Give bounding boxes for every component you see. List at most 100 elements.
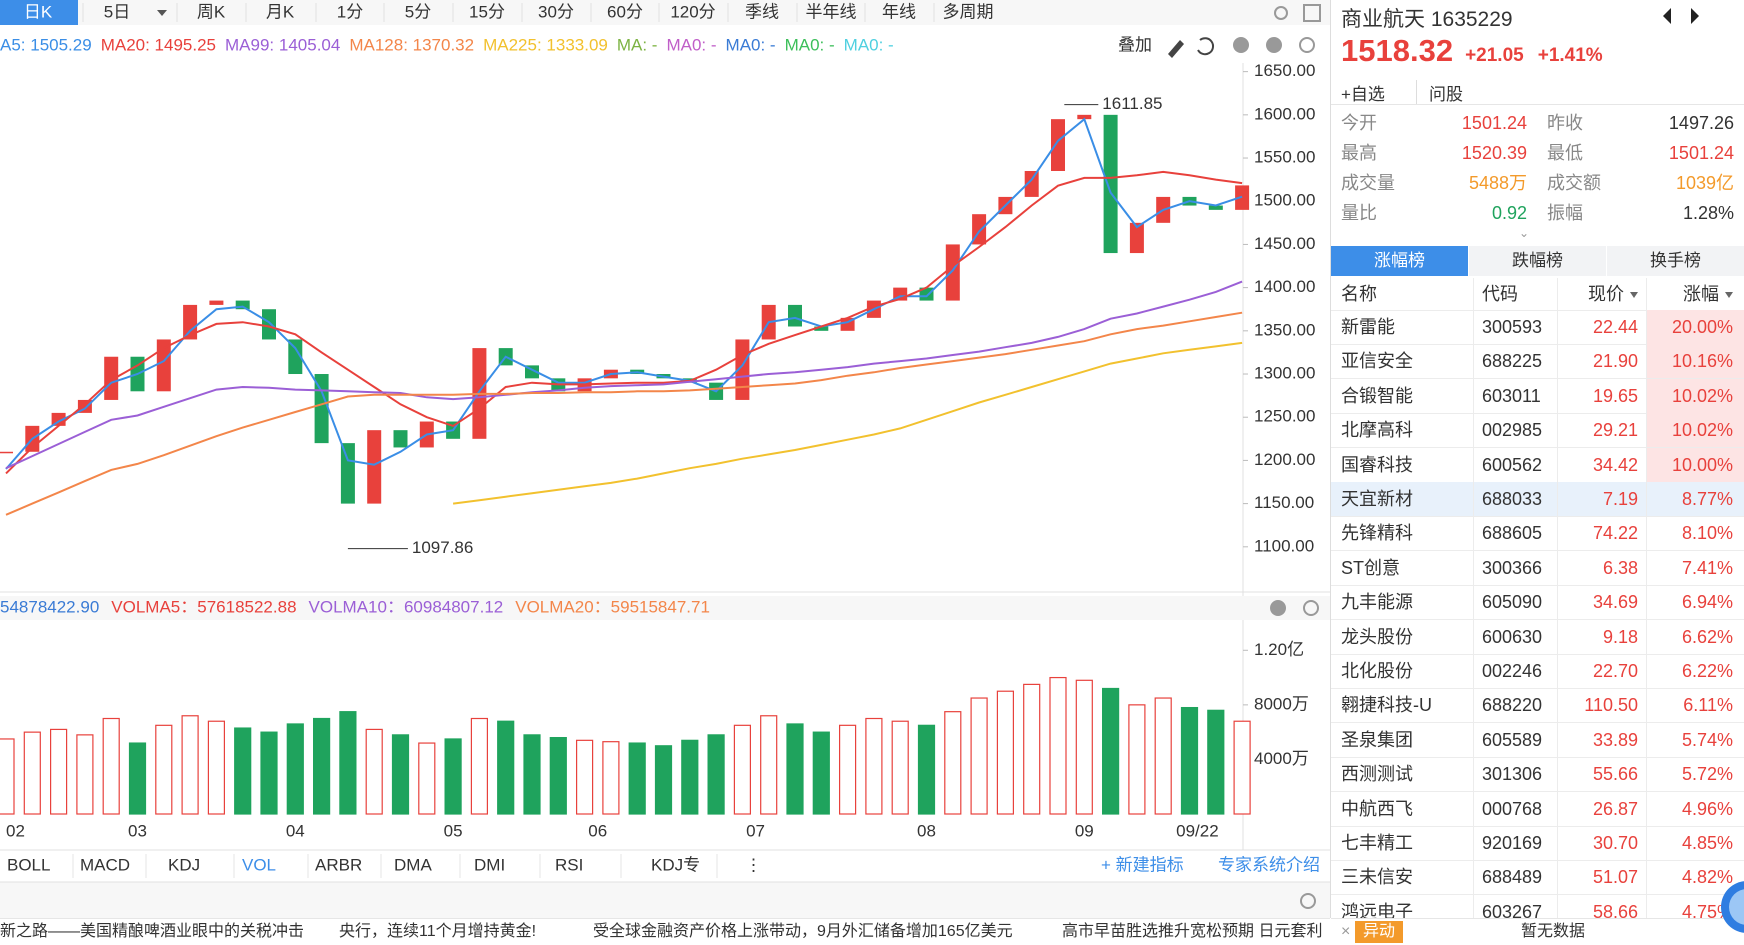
candle [104,356,119,400]
news-item[interactable]: 受全球金融资产价格上涨带动，9月外汇储备增加165亿美元 [593,923,1013,940]
news-item[interactable]: 央行，连续11个月增持黄金! [339,923,537,940]
rank-row[interactable]: 西测测试 301306 55.66 5.72% [1331,757,1744,793]
rank-row[interactable]: 亚信安全 688225 21.90 10.16% [1331,344,1744,380]
ask-button[interactable]: 问股 [1416,80,1463,105]
period-tab[interactable]: 30分 [538,2,574,21]
indicator-tab[interactable]: MACD [80,855,130,874]
rank-row[interactable]: 龙头股份 600630 9.18 6.62% [1331,619,1744,655]
panel-icon[interactable] [1303,4,1321,22]
rank-row[interactable]: 七丰精工 920169 30.70 4.85% [1331,826,1744,861]
period-tab[interactable]: 多周期 [943,2,994,21]
settings-icon[interactable] [1300,893,1316,909]
new-indicator-link[interactable]: + 新建指标 [1101,855,1184,874]
quote-panel: 商业航天 1635229 1518.32 +21.05 +1.41% +自选 问股 … [1330,0,1744,918]
stock-code: 688489 [1474,860,1558,895]
more-button[interactable]: ⋮ [745,855,762,874]
rank-row[interactable]: 圣泉集团 605589 33.89 5.74% [1331,722,1744,758]
zoom-out-icon[interactable] [1233,37,1249,53]
indicator-tab[interactable]: DMA [394,855,432,874]
close-icon[interactable]: × [1341,923,1351,940]
indicator-tab[interactable]: BOLL [7,855,50,874]
draw-icon[interactable] [1168,40,1184,58]
table-header: 名称 代码 现价 涨幅 [1331,278,1744,311]
indicator-tab[interactable]: VOL [242,855,276,874]
column-header[interactable]: 现价 [1558,278,1647,310]
rank-tab[interactable]: 涨幅榜 [1331,246,1469,276]
volume-bar [181,715,199,815]
period-tab[interactable]: 1分 [337,2,363,21]
period-tab[interactable]: 5日 [104,2,130,21]
alert-tab[interactable]: 异动 [1355,921,1404,943]
period-tab[interactable]: 月K [266,2,295,21]
candle [0,451,13,454]
indicator-tab[interactable]: KDJ [168,855,200,874]
stock-code: 000768 [1474,791,1558,826]
stock-name: 天宜新材 [1331,482,1474,516]
stat-value: 1039亿 [1675,173,1734,193]
ma-line [452,341,1243,505]
rank-row[interactable]: 新雷能 300593 22.44 20.00% [1331,310,1744,345]
expert-system-link[interactable]: 专家系统介绍 [1218,855,1320,874]
settings-icon[interactable] [1303,600,1319,616]
stock-code: 603267 [1474,894,1558,918]
legend-entry: VOLMA10：60984807.12 [309,597,504,616]
volume-bar [812,731,830,815]
rank-row[interactable]: 鸿远电子 603267 58.66 4.75% [1331,894,1744,918]
stock-name: 三未信安 [1331,860,1474,895]
ma-line [5,170,1243,475]
indicator-tab[interactable]: RSI [555,855,583,874]
period-tab[interactable]: 120分 [670,2,715,21]
rank-row[interactable]: 北化股份 002246 22.70 6.22% [1331,654,1744,689]
candle [945,244,960,301]
rank-row[interactable]: 先锋精科 688605 74.22 8.10% [1331,516,1744,552]
period-tab[interactable]: 日K [24,2,53,21]
indicator-tab[interactable]: ARBR [315,855,362,874]
indicator-tab[interactable]: DMI [474,855,505,874]
stock-name: 鸿远电子 [1331,894,1474,918]
candle [393,430,408,448]
period-tab[interactable]: 周K [197,2,226,21]
news-item[interactable]: 高市早苗胜选推升宽松预期 日元套利 [1062,923,1323,940]
news-item[interactable]: 新之路——美国精酿啤酒业眼中的关税冲击 [0,923,305,940]
rank-row[interactable]: 北摩高科 002985 29.21 10.02% [1331,413,1744,449]
y-tick-label: 1550.00 [1254,148,1315,167]
stock-change: 4.96% [1681,798,1733,819]
rank-tab[interactable]: 跌幅榜 [1469,246,1607,276]
indicator-tab[interactable]: KDJ专 [651,855,700,874]
period-tab[interactable]: 5分 [405,2,431,21]
period-tab[interactable]: 年线 [882,2,916,21]
watch-button[interactable]: +自选 [1341,85,1385,104]
period-tab[interactable]: 60分 [607,2,643,21]
stat-value: 0.92 [1491,203,1527,223]
period-tab[interactable]: 15分 [469,2,505,21]
rank-row[interactable]: ST创意 300366 6.38 7.41% [1331,550,1744,586]
rank-row[interactable]: 九丰能源 605090 34.69 6.94% [1331,585,1744,621]
rank-row[interactable]: 中航西飞 000768 26.87 4.96% [1331,791,1744,827]
zoom-in-icon[interactable] [1266,37,1282,53]
rank-row[interactable]: 天宜新材 688033 7.19 8.77% [1331,482,1744,517]
volume-bar [0,738,15,815]
stock-price: 22.70 [1558,654,1647,688]
rank-tab[interactable]: 换手榜 [1607,246,1744,276]
undo-icon[interactable] [1197,37,1215,56]
close-icon[interactable] [1270,600,1286,616]
nav-arrows[interactable] [1661,6,1721,26]
stat-label: 最低 [1547,143,1583,163]
settings-icon[interactable] [1299,37,1315,53]
sort-icon[interactable] [1725,292,1733,299]
period-tab[interactable]: 半年线 [806,2,857,21]
period-tab[interactable]: 季线 [745,2,779,21]
column-header[interactable]: 涨幅 [1647,278,1744,310]
expand-icon[interactable]: ⌄ [1519,226,1530,240]
rank-row[interactable]: 三未信安 688489 51.07 4.82% [1331,860,1744,896]
rank-row[interactable]: 国睿科技 600562 34.42 10.00% [1331,447,1744,483]
stock-code: 1635229 [1430,8,1513,31]
overlay-button[interactable]: 叠加 [1118,35,1152,54]
stock-code: 688220 [1474,688,1558,723]
settings-icon[interactable] [1274,6,1288,20]
assistant-bubble[interactable] [1711,879,1744,939]
rank-row[interactable]: 合锻智能 603011 19.65 10.02% [1331,378,1744,414]
sort-icon[interactable] [1630,292,1638,299]
rank-row[interactable]: 翱捷科技-U 688220 110.50 6.11% [1331,688,1744,724]
legend-entry: MA99: 1405.04 [225,35,340,54]
